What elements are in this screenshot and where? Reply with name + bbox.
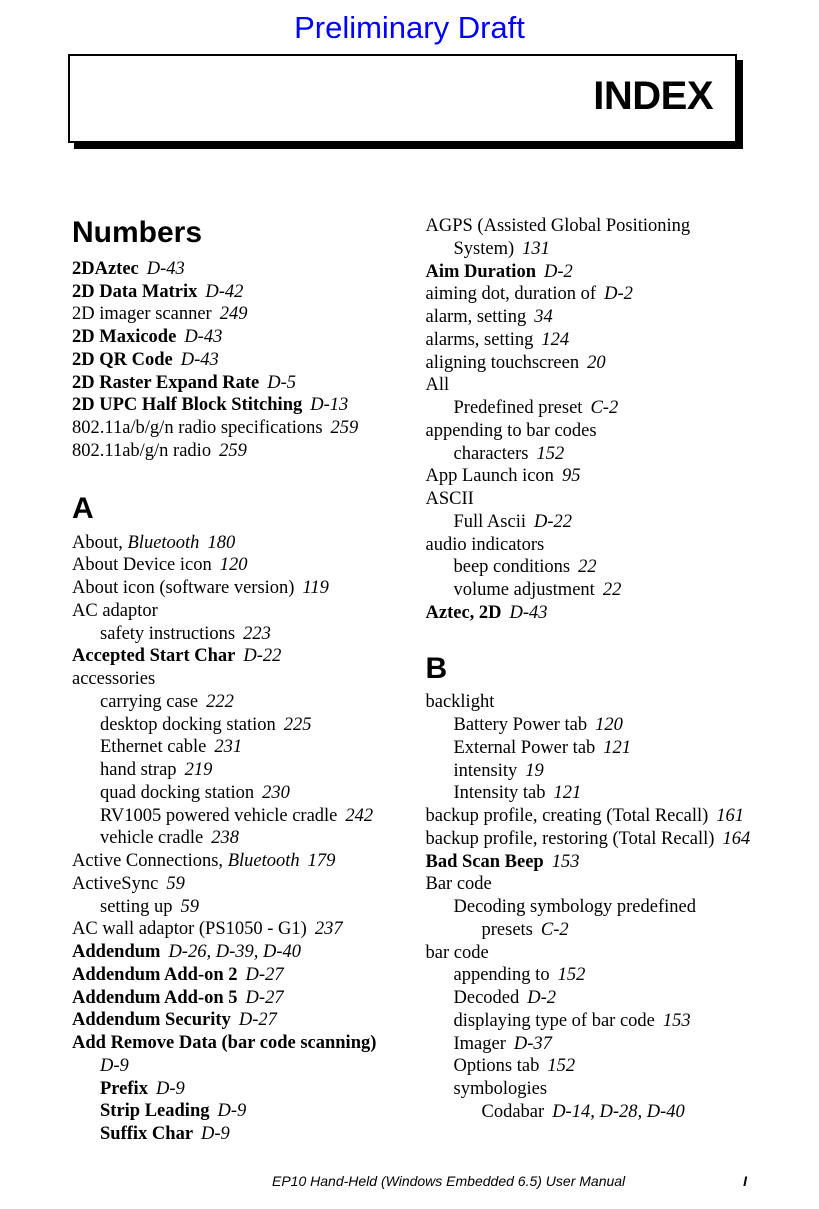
index-entry: backup profile, restoring (Total Recall)… (426, 828, 762, 851)
index-entry: DecodedD-2 (426, 987, 762, 1010)
index-entry: Decoding symbology predefined presetsC-2 (426, 896, 762, 942)
right-column: AGPS (Assisted Global Positioning System… (426, 215, 762, 1146)
index-entry: appending to152 (426, 964, 762, 987)
index-entry: ImagerD-37 (426, 1033, 762, 1056)
footer-page-number: I (743, 1173, 747, 1189)
index-entry: audio indicators (426, 534, 762, 557)
a-list-left: About, Bluetooth180About Device icon120A… (72, 532, 408, 1146)
left-column: Numbers 2DAztecD-432D Data MatrixD-422D … (72, 215, 408, 1146)
index-entry: All (426, 374, 762, 397)
index-entry: External Power tab121 (426, 737, 762, 760)
index-entry: 2D imager scanner249 (72, 303, 408, 326)
index-entry: vehicle cradle238 (72, 827, 408, 850)
index-entry: accessories (72, 668, 408, 691)
index-entry: PrefixD-9 (72, 1078, 408, 1101)
index-entry: desktop docking station225 (72, 714, 408, 737)
index-entry: Bad Scan Beep153 (426, 851, 762, 874)
section-b-head: B (426, 651, 762, 688)
index-entry: About icon (software version)119 (72, 577, 408, 600)
index-entry: Addendum Add-on 2D-27 (72, 964, 408, 987)
index-entry: App Launch icon95 (426, 465, 762, 488)
index-entry: aligning touchscreen20 (426, 352, 762, 375)
index-entry: ASCII (426, 488, 762, 511)
index-entry: ActiveSync59 (72, 873, 408, 896)
index-entry: 2D Data MatrixD-42 (72, 281, 408, 304)
index-entry: Intensity tab121 (426, 782, 762, 805)
index-entry: Bar code (426, 873, 762, 896)
index-entry: AC adaptor (72, 600, 408, 623)
index-entry: bar code (426, 942, 762, 965)
index-entry: quad docking station230 (72, 782, 408, 805)
index-entry: Accepted Start CharD-22 (72, 645, 408, 668)
index-entry: Full AsciiD-22 (426, 511, 762, 534)
index-entry: About Device icon120 (72, 554, 408, 577)
footer-manual-title: EP10 Hand-Held (Windows Embedded 6.5) Us… (272, 1173, 625, 1189)
index-entry: characters152 (426, 443, 762, 466)
index-rest: NDEX (604, 74, 713, 118)
index-entry: appending to bar codes (426, 420, 762, 443)
index-entry: Aim DurationD-2 (426, 261, 762, 284)
preliminary-draft-header: Preliminary Draft (0, 0, 819, 54)
index-entry: Ethernet cable231 (72, 736, 408, 759)
index-entry: backup profile, creating (Total Recall)1… (426, 805, 762, 828)
index-entry: displaying type of bar code153 (426, 1010, 762, 1033)
index-letter: I (593, 74, 604, 118)
index-entry: hand strap219 (72, 759, 408, 782)
index-entry: AGPS (Assisted Global Positioning System… (426, 215, 762, 261)
index-entry: alarms, setting124 (426, 329, 762, 352)
index-entry: AC wall adaptor (PS1050 - G1)237 (72, 918, 408, 941)
index-entry: D-9 (72, 1055, 408, 1078)
index-entry: Active Connections, Bluetooth179 (72, 850, 408, 873)
index-entry: RV1005 powered vehicle cradle242 (72, 805, 408, 828)
index-entry: safety instructions223 (72, 623, 408, 646)
index-entry: Battery Power tab120 (426, 714, 762, 737)
index-entry: Strip LeadingD-9 (72, 1100, 408, 1123)
index-title-box: INDEX (68, 54, 737, 143)
index-entry: 2D UPC Half Block StitchingD-13 (72, 394, 408, 417)
index-entry: backlight (426, 691, 762, 714)
index-entry: setting up59 (72, 896, 408, 919)
index-entry: 2D Raster Expand RateD-5 (72, 372, 408, 395)
index-entry: 802.11ab/g/n radio259 (72, 440, 408, 463)
index-entry: Suffix CharD-9 (72, 1123, 408, 1146)
numbers-list: 2DAztecD-432D Data MatrixD-422D imager s… (72, 258, 408, 463)
section-numbers-head: Numbers (72, 215, 408, 252)
index-title: INDEX (92, 74, 713, 119)
index-entry: alarm, setting34 (426, 306, 762, 329)
index-entry: CodabarD-14, D-28, D-40 (426, 1101, 762, 1124)
index-entry: Addendum Add-on 5D-27 (72, 987, 408, 1010)
section-a-head: A (72, 491, 408, 528)
index-entry: Addendum SecurityD-27 (72, 1009, 408, 1032)
index-entry: beep conditions22 (426, 556, 762, 579)
b-list: backlightBattery Power tab120External Po… (426, 691, 762, 1123)
index-entry: AddendumD-26, D-39, D-40 (72, 941, 408, 964)
index-entry: Aztec, 2DD-43 (426, 602, 762, 625)
index-entry: Add Remove Data (bar code scanning) (72, 1032, 408, 1055)
index-entry: About, Bluetooth180 (72, 532, 408, 555)
index-entry: 2D MaxicodeD-43 (72, 326, 408, 349)
index-entry: intensity19 (426, 760, 762, 783)
index-entry: 2D QR CodeD-43 (72, 349, 408, 372)
index-entry: carrying case222 (72, 691, 408, 714)
index-entry: volume adjustment22 (426, 579, 762, 602)
index-entry: symbologies (426, 1078, 762, 1101)
page-footer: EP10 Hand-Held (Windows Embedded 6.5) Us… (0, 1173, 819, 1189)
index-entry: 2DAztecD-43 (72, 258, 408, 281)
index-entry: aiming dot, duration ofD-2 (426, 283, 762, 306)
a-list-right: AGPS (Assisted Global Positioning System… (426, 215, 762, 625)
index-entry: Options tab152 (426, 1055, 762, 1078)
index-entry: Predefined presetC-2 (426, 397, 762, 420)
index-columns: Numbers 2DAztecD-432D Data MatrixD-422D … (72, 215, 761, 1146)
index-entry: 802.11a/b/g/n radio specifications259 (72, 417, 408, 440)
